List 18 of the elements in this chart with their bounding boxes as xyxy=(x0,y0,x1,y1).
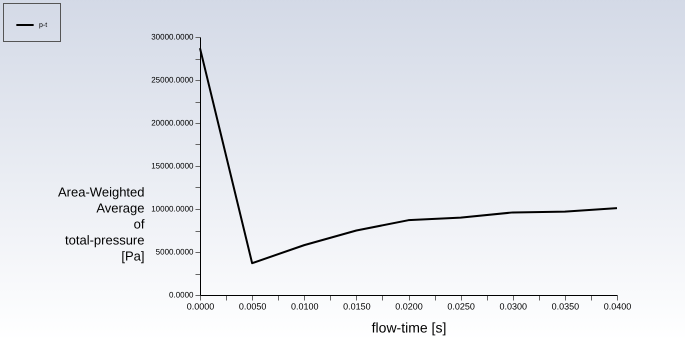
y-tick-label: 20000.0000 xyxy=(151,118,194,128)
y-tick-label: 25000.0000 xyxy=(151,76,194,84)
x-tick-label: 0.0000 xyxy=(186,302,214,312)
y-tick-label: 0.0000 xyxy=(169,290,194,300)
x-tick-label: 0.0150 xyxy=(343,302,371,312)
x-tick-label: 0.0200 xyxy=(395,302,423,312)
x-tick-label: 0.0300 xyxy=(499,302,528,312)
x-tick-label: 0.0100 xyxy=(290,302,319,312)
y-tick-label: 15000.0000 xyxy=(151,162,194,170)
x-tick-label: 0.0400 xyxy=(604,302,632,312)
y-tick-label: 30000.0000 xyxy=(151,32,194,42)
x-tick-label: 0.0350 xyxy=(552,302,580,312)
x-tick-label: 0.0050 xyxy=(238,302,266,312)
y-tick-label: 5000.0000 xyxy=(156,248,194,256)
x-tick-label: 0.0250 xyxy=(447,302,475,312)
x-axis-title: flow-time [s] xyxy=(372,320,446,336)
y-axis-title: Area-Weighted Average of total-pressure [Pa] xyxy=(58,184,145,264)
y-tick-label: 10000.0000 xyxy=(151,204,194,214)
